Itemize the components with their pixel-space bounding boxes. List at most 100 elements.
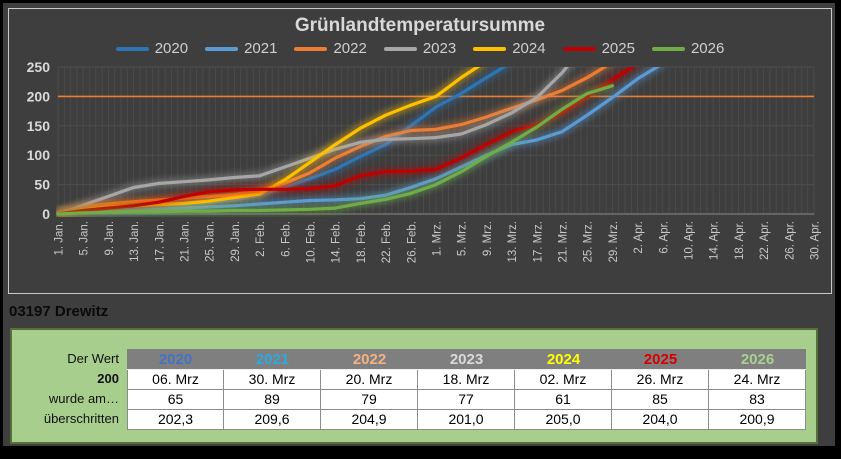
svg-text:26. Feb.: 26. Feb. bbox=[406, 221, 418, 263]
legend-item-2022[interactable]: 2022 bbox=[294, 40, 367, 57]
svg-text:30. Apr.: 30. Apr. bbox=[810, 221, 822, 260]
legend-swatch-2023 bbox=[383, 46, 417, 51]
svg-text:2. Apr.: 2. Apr. bbox=[633, 221, 645, 254]
svg-text:6. Apr.: 6. Apr. bbox=[658, 221, 670, 254]
legend-item-2023[interactable]: 2023 bbox=[383, 40, 457, 57]
legend-swatch-2021 bbox=[205, 46, 239, 51]
svg-text:6. Feb.: 6. Feb. bbox=[280, 221, 292, 257]
table-cell-2023-date[interactable]: 18. Mrz bbox=[418, 370, 515, 390]
table-column-2025: 2025 26. Mrz 85 204,0 bbox=[612, 349, 709, 430]
table-cell-2022-value[interactable]: 204,9 bbox=[321, 410, 418, 430]
chart[interactable]: Grünlandtemperatursumme 2020 2021 2022 2023… bbox=[8, 8, 832, 294]
legend-item-2021[interactable]: 2021 bbox=[205, 40, 277, 57]
svg-text:21. Mrz.: 21. Mrz. bbox=[558, 221, 570, 263]
svg-text:10. Apr.: 10. Apr. bbox=[684, 221, 696, 260]
legend-item-2020[interactable]: 2020 bbox=[115, 40, 189, 57]
chart-title: Grünlandtemperatursumme bbox=[294, 15, 546, 36]
svg-text:18. Apr.: 18. Apr. bbox=[734, 221, 746, 260]
legend-swatch-2020 bbox=[115, 46, 149, 51]
svg-text:25. Mrz.: 25. Mrz. bbox=[583, 221, 595, 263]
table-column-2026: 2026 24. Mrz 83 200,9 bbox=[709, 349, 806, 430]
svg-text:13. Mrz.: 13. Mrz. bbox=[507, 221, 519, 263]
table-row-labels: Der Wert 200 wurde am… überschritten bbox=[12, 349, 124, 429]
svg-text:22. Apr.: 22. Apr. bbox=[759, 221, 771, 260]
row-label-200: 200 bbox=[97, 371, 119, 386]
table-cell-2020-value[interactable]: 202,3 bbox=[127, 410, 224, 430]
svg-text:17. Jan.: 17. Jan. bbox=[154, 221, 166, 262]
table-cell-2026-value[interactable]: 200,9 bbox=[709, 410, 806, 430]
row-label-ueberschritten: überschritten bbox=[43, 411, 119, 426]
page: Grünlandtemperatursumme 2020 2021 2022 2023… bbox=[3, 3, 835, 446]
table-cell-2021-day[interactable]: 89 bbox=[224, 390, 321, 410]
table-cell-2023-day[interactable]: 77 bbox=[418, 390, 515, 410]
legend-label-2023: 2023 bbox=[422, 40, 457, 57]
series-line-2026 bbox=[56, 84, 615, 216]
table-cell-2024-date[interactable]: 02. Mrz bbox=[515, 370, 612, 390]
legend-swatch-2026 bbox=[651, 46, 685, 51]
svg-text:50: 50 bbox=[34, 177, 50, 193]
svg-text:5. Mrz.: 5. Mrz. bbox=[457, 221, 469, 256]
table-cell-2024-day[interactable]: 61 bbox=[515, 390, 612, 410]
table-column-2022: 2022 20. Mrz 79 204,9 bbox=[321, 349, 418, 430]
table-cell-2024-value[interactable]: 205,0 bbox=[515, 410, 612, 430]
legend-label-2026: 2026 bbox=[690, 40, 725, 57]
svg-text:29. Mrz.: 29. Mrz. bbox=[608, 221, 620, 263]
table-cell-2022-day[interactable]: 79 bbox=[321, 390, 418, 410]
table-cell-2022-date[interactable]: 20. Mrz bbox=[321, 370, 418, 390]
table-cell-2025-value[interactable]: 204,0 bbox=[612, 410, 709, 430]
svg-text:250: 250 bbox=[27, 59, 51, 75]
svg-text:1. Jan.: 1. Jan. bbox=[54, 221, 66, 256]
svg-text:18. Feb.: 18. Feb. bbox=[356, 221, 368, 263]
svg-text:1. Mrz.: 1. Mrz. bbox=[432, 221, 444, 256]
chart-plot: 0 50 100 150 200 250 1. Jan. 5. Jan. 9. Jan. 13. … bbox=[27, 59, 822, 263]
legend-label-2022: 2022 bbox=[333, 40, 367, 57]
y-axis-labels: 0 50 100 150 200 250 bbox=[27, 59, 51, 222]
row-label-wurde-am: wurde am… bbox=[48, 391, 119, 406]
table-header-2024[interactable]: 2024 bbox=[515, 349, 612, 370]
svg-text:22. Feb.: 22. Feb. bbox=[381, 221, 393, 263]
table-header-2021[interactable]: 2021 bbox=[224, 349, 321, 370]
table-header-2020[interactable]: 2020 bbox=[127, 349, 224, 370]
svg-text:5. Jan.: 5. Jan. bbox=[79, 221, 91, 256]
table-cell-2020-date[interactable]: 06. Mrz bbox=[127, 370, 224, 390]
svg-text:26. Apr.: 26. Apr. bbox=[784, 221, 796, 260]
svg-text:150: 150 bbox=[27, 118, 51, 134]
year-table: 2020 06. Mrz 65 202,3 2021 30. Mrz 89 209,6 2022… bbox=[127, 349, 806, 430]
table-header-2026[interactable]: 2026 bbox=[709, 349, 806, 370]
table-cell-2025-day[interactable]: 85 bbox=[612, 390, 709, 410]
svg-text:10. Feb.: 10. Feb. bbox=[306, 221, 318, 263]
svg-text:14. Apr.: 14. Apr. bbox=[709, 221, 721, 260]
legend-label-2024: 2024 bbox=[512, 40, 546, 57]
table-header-2022[interactable]: 2022 bbox=[321, 349, 418, 370]
svg-text:200: 200 bbox=[27, 88, 51, 104]
legend-item-2025[interactable]: 2025 bbox=[562, 40, 635, 57]
svg-text:2. Feb.: 2. Feb. bbox=[255, 221, 267, 257]
table-header-2025[interactable]: 2025 bbox=[612, 349, 709, 370]
table-cell-2026-day[interactable]: 83 bbox=[709, 390, 806, 410]
table-cell-2021-date[interactable]: 30. Mrz bbox=[224, 370, 321, 390]
legend-label-2021: 2021 bbox=[244, 40, 278, 57]
table-column-2021: 2021 30. Mrz 89 209,6 bbox=[224, 349, 321, 430]
legend-item-2026[interactable]: 2026 bbox=[651, 40, 725, 57]
table-cell-2020-day[interactable]: 65 bbox=[127, 390, 224, 410]
svg-text:9. Jan.: 9. Jan. bbox=[104, 221, 116, 256]
svg-text:21. Jan.: 21. Jan. bbox=[180, 221, 192, 262]
svg-text:100: 100 bbox=[27, 147, 51, 163]
table-cell-2026-date[interactable]: 24. Mrz bbox=[709, 370, 806, 390]
chart-legend: 2020 2021 2022 2023 2024 2025 2026 bbox=[9, 40, 831, 57]
legend-label-2020: 2020 bbox=[154, 40, 189, 57]
legend-item-2024[interactable]: 2024 bbox=[473, 40, 546, 57]
legend-swatch-2022 bbox=[294, 46, 328, 51]
table-cell-2025-date[interactable]: 26. Mrz bbox=[612, 370, 709, 390]
table-column-2023: 2023 18. Mrz 77 201,0 bbox=[418, 349, 515, 430]
svg-text:17. Mrz.: 17. Mrz. bbox=[532, 221, 544, 263]
legend-swatch-2025 bbox=[562, 46, 596, 51]
table-cell-2023-value[interactable]: 201,0 bbox=[418, 410, 515, 430]
table-cell-2021-value[interactable]: 209,6 bbox=[224, 410, 321, 430]
table-header-2023[interactable]: 2023 bbox=[418, 349, 515, 370]
svg-text:13. Jan.: 13. Jan. bbox=[129, 221, 141, 262]
row-label-der-wert: Der Wert bbox=[67, 351, 119, 366]
station-label: 03197 Drewitz bbox=[9, 303, 109, 320]
legend-label-2025: 2025 bbox=[601, 40, 635, 57]
series-lines bbox=[56, 67, 665, 217]
